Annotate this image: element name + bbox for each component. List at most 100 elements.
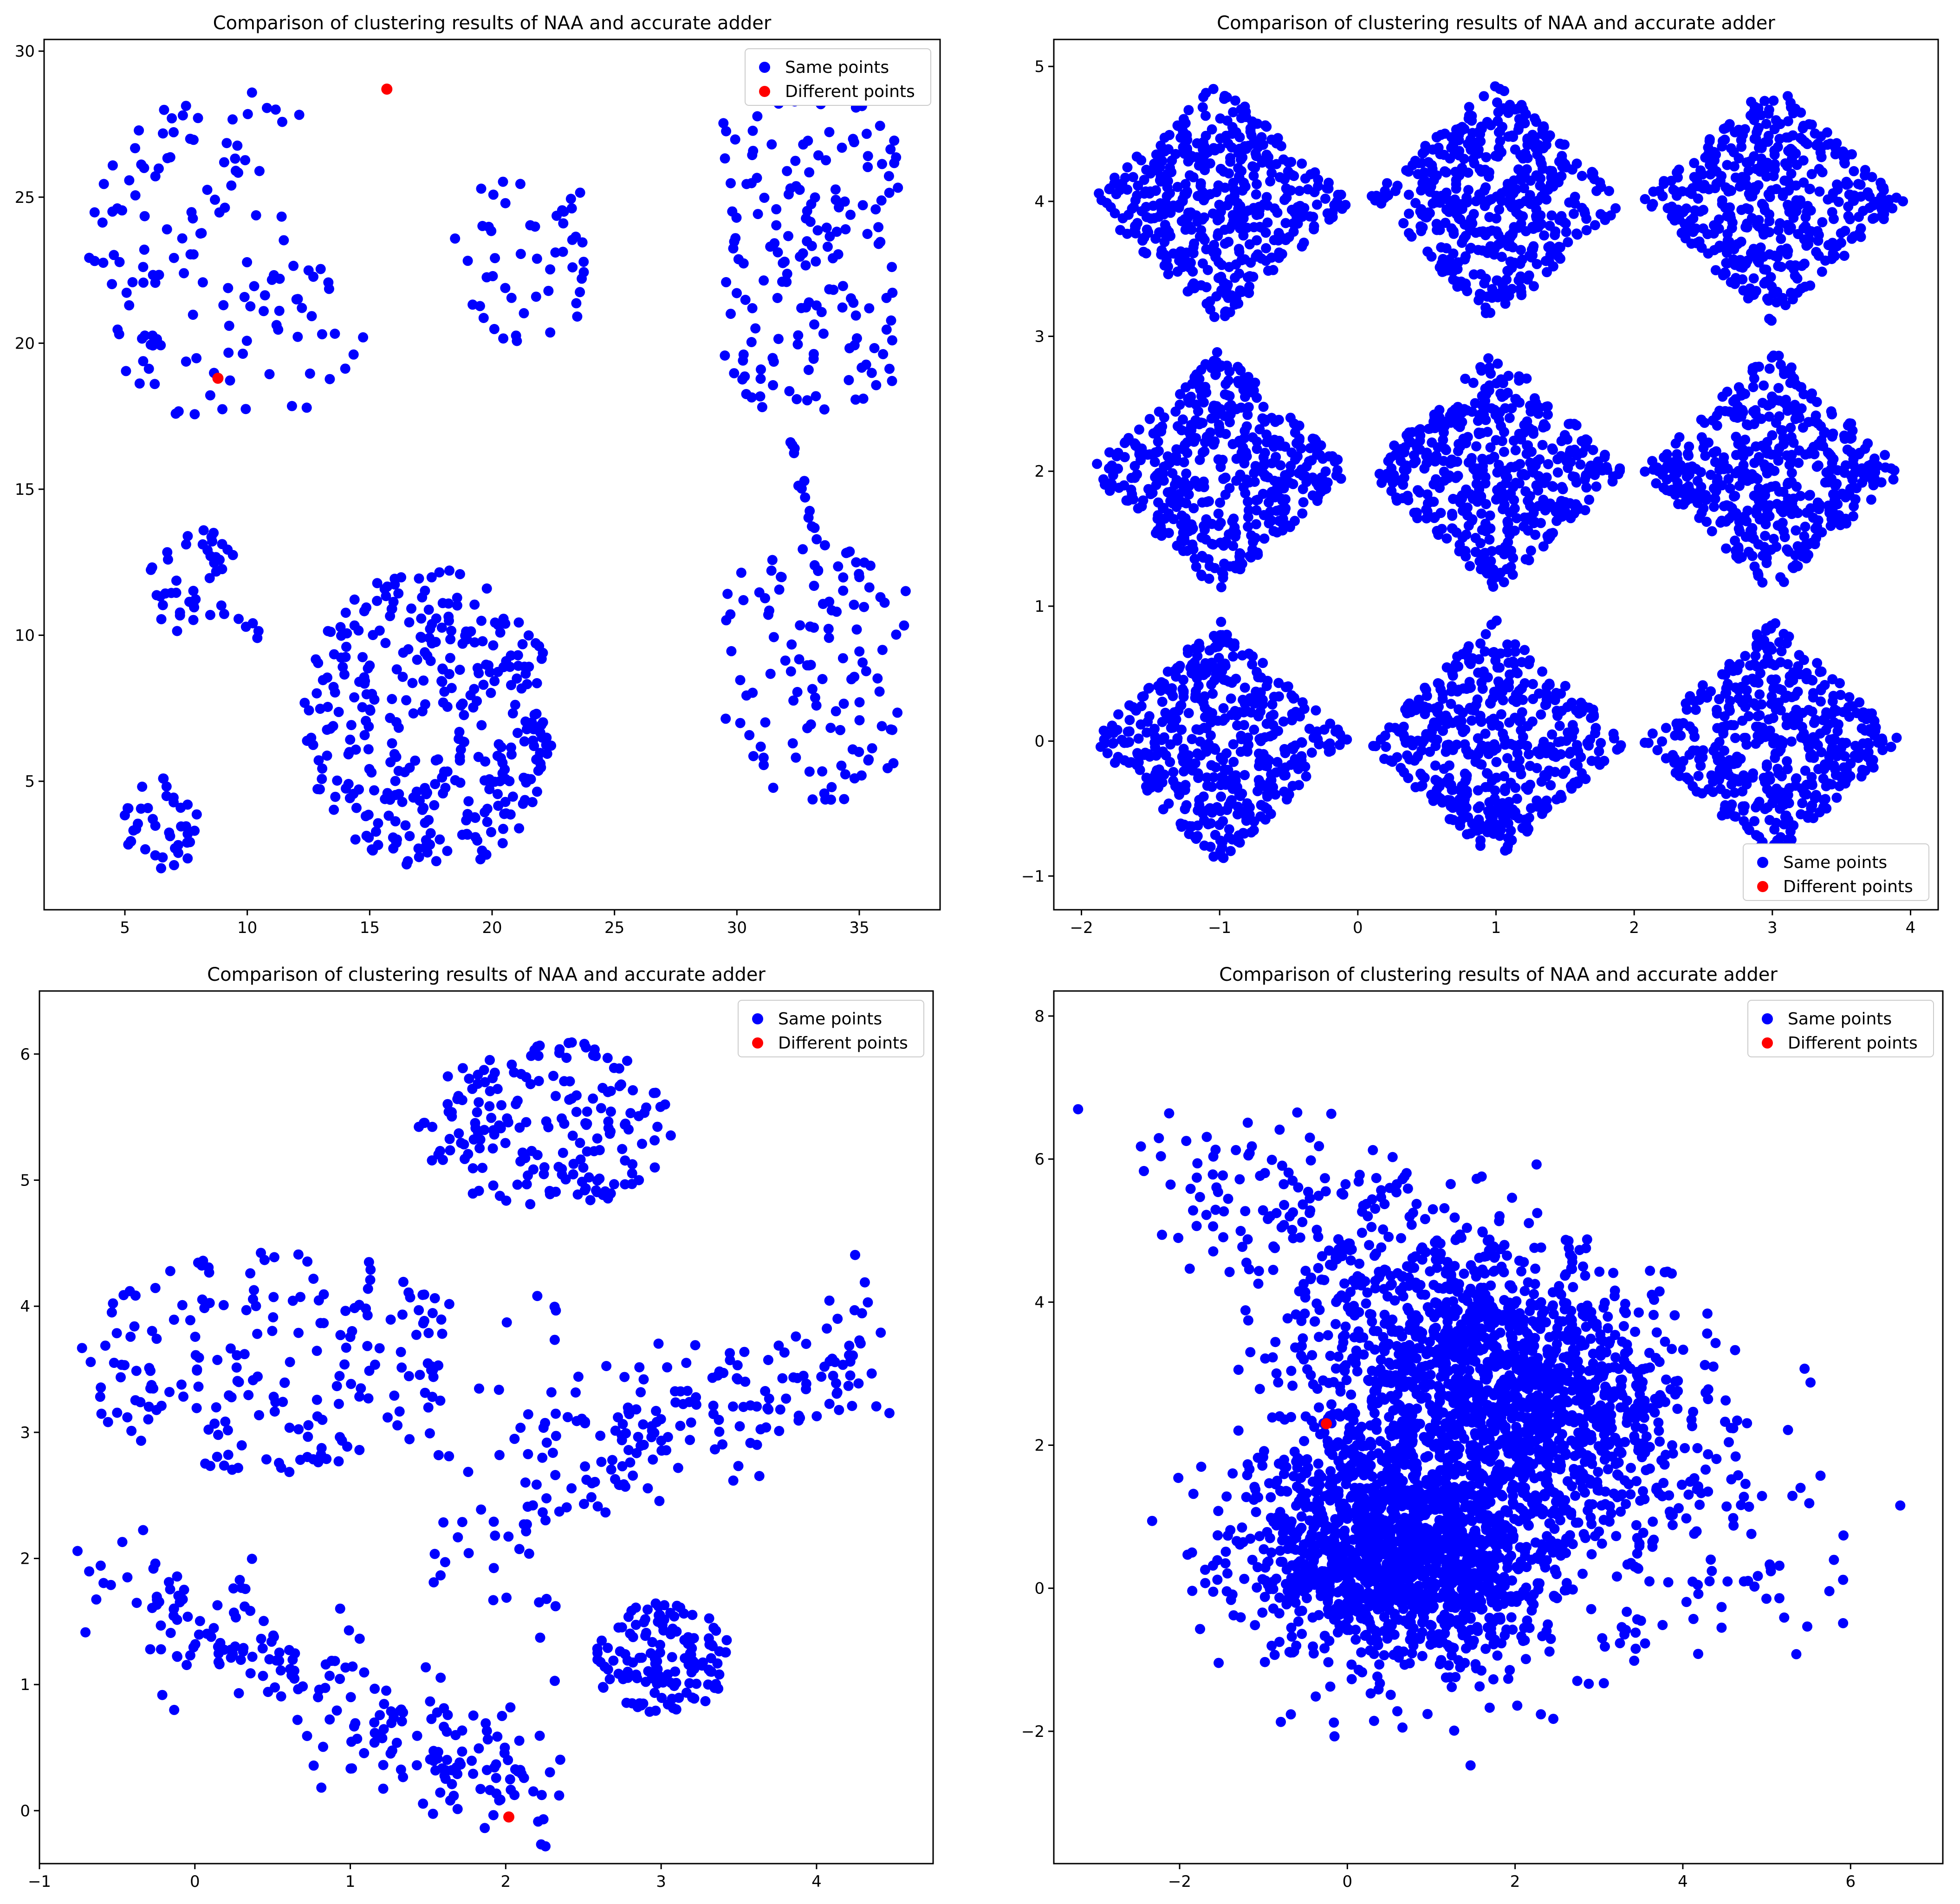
data-points [84,78,911,874]
same-point [202,185,213,195]
same-point [766,139,777,150]
same-point [173,848,183,858]
same-point [1485,307,1496,318]
same-point [1754,452,1764,462]
same-point [1719,452,1729,463]
same-point [1259,457,1270,468]
same-point [357,702,368,712]
same-point [169,127,179,137]
same-point [849,672,860,682]
same-point [1248,170,1259,181]
same-point [1572,760,1583,771]
same-point [1231,404,1242,414]
same-point [1854,212,1864,222]
legend-label: Different points [785,82,915,101]
same-point [1823,240,1834,251]
same-point [1172,540,1182,551]
same-point [875,121,885,131]
same-point [1403,189,1414,200]
same-point [867,743,877,754]
same-point [1771,542,1782,552]
same-point [1227,784,1238,794]
same-point [1252,436,1262,447]
same-point [1221,748,1232,758]
same-point [317,763,328,774]
same-point [1222,804,1233,815]
same-point [348,349,359,360]
same-point [445,653,455,663]
same-point [1505,669,1515,680]
same-point [1515,739,1525,750]
same-point [1730,394,1741,405]
same-point [1262,761,1272,771]
same-point [454,665,465,675]
same-point [1296,443,1306,453]
same-point [1228,641,1239,652]
same-point [1839,251,1850,261]
same-point [566,203,577,214]
same-point [1529,281,1539,291]
same-point [219,609,229,619]
same-point [1165,188,1175,199]
same-point [1133,503,1143,514]
same-point [1127,489,1137,499]
same-point [1513,275,1524,285]
same-point [1730,545,1741,556]
y-tick-label: 0 [1034,732,1045,751]
same-point [1566,698,1577,708]
same-point [1168,514,1179,525]
same-point [1700,451,1711,461]
same-point [1159,678,1169,689]
same-point [1507,804,1518,815]
same-point [1833,196,1844,207]
same-point [167,113,177,123]
same-point [1798,121,1809,131]
same-point [1159,412,1169,423]
same-point [1800,765,1811,776]
same-point [1462,510,1473,521]
same-point [1284,789,1294,800]
same-point [1475,227,1486,237]
same-point [107,279,117,290]
same-point [1786,154,1797,164]
same-point [1429,409,1440,420]
same-point [1610,203,1621,214]
same-point [370,826,381,837]
same-point [462,809,473,819]
same-point [1243,402,1254,413]
same-point [803,365,814,375]
same-point [1194,481,1204,492]
same-point [1398,218,1409,228]
same-point [1201,387,1212,398]
same-point [795,620,805,631]
same-point [1847,701,1858,712]
same-point [387,694,397,704]
same-point [1530,530,1541,540]
same-point [1764,411,1774,422]
same-point [1707,526,1717,537]
same-point [1667,201,1677,212]
same-point [1783,177,1794,188]
same-point [1460,768,1470,779]
same-point [1876,204,1887,214]
same-point [1539,770,1550,780]
same-point [1726,213,1736,224]
same-point [800,260,811,271]
same-point [1220,379,1231,389]
same-point [1200,165,1210,175]
same-point [1695,165,1706,176]
same-point [1750,650,1761,661]
same-point [1783,116,1793,127]
same-point [341,783,351,794]
same-point [1123,726,1133,737]
same-point [849,599,859,610]
same-point [1141,164,1152,175]
same-point [722,589,733,599]
same-point [1466,214,1476,224]
same-point [1159,146,1170,157]
same-point [1772,448,1783,459]
same-point [1586,756,1597,766]
same-point [1651,478,1661,489]
same-point [1190,832,1201,842]
same-point [805,621,816,632]
